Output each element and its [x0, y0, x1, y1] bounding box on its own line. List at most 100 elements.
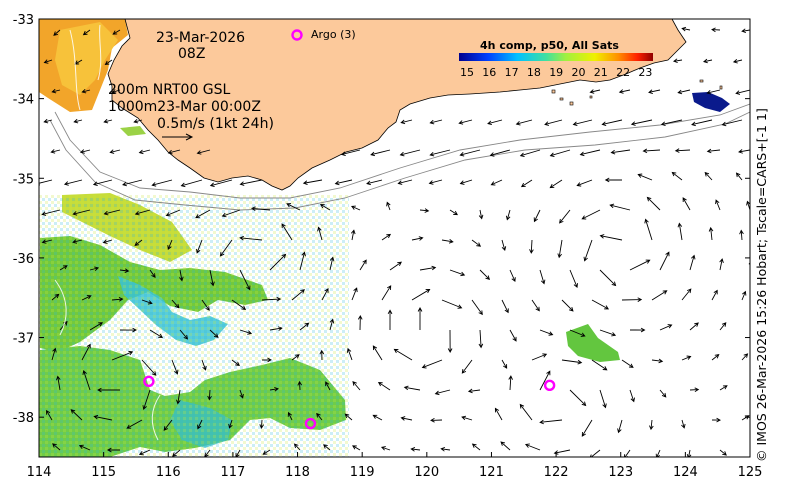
current-arrow [739, 229, 744, 241]
current-arrow [682, 197, 691, 211]
current-arrow [629, 259, 651, 271]
current-arrow [56, 375, 61, 391]
colorbar-gradient [459, 53, 653, 61]
current-arrow [302, 179, 323, 185]
argo-float-marker [543, 379, 556, 392]
current-arrow [351, 205, 361, 211]
current-arrow [629, 389, 635, 403]
current-arrow [599, 389, 607, 409]
current-arrow [569, 269, 578, 288]
current-arrow [576, 179, 593, 187]
current-arrow [89, 266, 100, 271]
current-arrow [519, 403, 533, 421]
current-arrow [630, 119, 653, 126]
current-arrow [352, 381, 361, 391]
current-arrow [715, 199, 721, 211]
current-arrow [291, 354, 300, 361]
current-arrow [109, 149, 121, 154]
scale-label: 0.5m/s (1kt 24h) [157, 116, 274, 132]
current-arrow [325, 381, 331, 391]
current-arrow [505, 209, 511, 221]
current-arrow [681, 419, 686, 429]
depth-contours [49, 103, 750, 211]
current-arrow [287, 411, 293, 421]
current-arrow [319, 349, 325, 361]
current-arrow [119, 268, 130, 273]
current-arrow [41, 239, 53, 244]
current-arrow [741, 290, 747, 301]
current-arrow [672, 58, 683, 64]
current-arrow [569, 329, 586, 337]
current-arrow [601, 119, 623, 126]
current-arrow [142, 389, 151, 410]
current-arrow [519, 149, 541, 158]
current-arrow [490, 179, 503, 186]
current-arrow [89, 322, 103, 331]
current-arrow [487, 119, 503, 126]
current-arrow [539, 419, 563, 425]
current-arrow [43, 118, 53, 124]
current-arrow [141, 359, 157, 376]
colorbar-tick-label: 17 [505, 66, 519, 79]
current-arrow [134, 209, 151, 216]
current-arrow [221, 209, 241, 218]
argo-float-marker [143, 375, 155, 388]
current-arrow [377, 381, 391, 391]
current-arrow [319, 204, 331, 211]
colorbar-tick-label: 20 [572, 66, 586, 79]
current-arrow [299, 251, 306, 271]
current-arrow [421, 359, 443, 369]
current-arrow [429, 119, 443, 125]
current-arrow [659, 389, 667, 398]
current-arrow [72, 239, 83, 244]
y-axis: -33 -34 -35 -36 -37 -38 [13, 13, 750, 426]
current-arrow [677, 89, 691, 95]
date-label: 23-Mar-2026 [156, 30, 245, 46]
current-arrow [201, 359, 207, 371]
current-arrow [102, 239, 113, 244]
current-arrow [357, 314, 363, 331]
current-arrow [381, 233, 392, 241]
current-arrow [599, 234, 623, 241]
current-arrow [719, 322, 727, 331]
current-arrow [219, 239, 233, 257]
current-arrow [111, 297, 124, 302]
current-arrow [399, 149, 421, 157]
current-arrow [681, 355, 692, 361]
current-arrow [73, 118, 83, 124]
current-arrow [393, 348, 413, 361]
current-arrow [59, 265, 68, 271]
current-arrow [677, 222, 683, 241]
current-arrow [479, 269, 491, 280]
current-arrow [706, 148, 721, 154]
current-arrow [411, 288, 431, 301]
current-arrow [251, 206, 271, 211]
y-tick-label: -36 [13, 252, 34, 267]
current-arrow [359, 259, 367, 271]
current-arrow [281, 223, 293, 241]
product-line-1: 200m NRT00 GSL [108, 82, 231, 98]
current-arrow [111, 350, 134, 361]
current-arrow [644, 218, 653, 241]
current-arrow [509, 329, 517, 342]
current-arrow [286, 203, 301, 211]
x-tick-label: 116 [156, 465, 181, 480]
current-arrow [533, 209, 541, 223]
current-arrow [239, 389, 244, 399]
current-arrow [471, 443, 481, 451]
current-arrow [149, 269, 156, 278]
current-arrow [489, 149, 511, 157]
current-arrow [41, 209, 61, 216]
current-arrow [417, 307, 423, 331]
current-arrow [207, 389, 212, 401]
current-arrow [732, 58, 743, 64]
current-arrow [719, 449, 727, 456]
current-arrow [561, 359, 583, 365]
sst-patch-lime-small [120, 126, 146, 136]
current-arrow [180, 179, 203, 188]
current-arrow [372, 414, 383, 421]
current-arrow [239, 235, 263, 241]
current-arrow [366, 179, 383, 186]
current-arrow [599, 269, 617, 287]
current-arrow [167, 239, 173, 250]
